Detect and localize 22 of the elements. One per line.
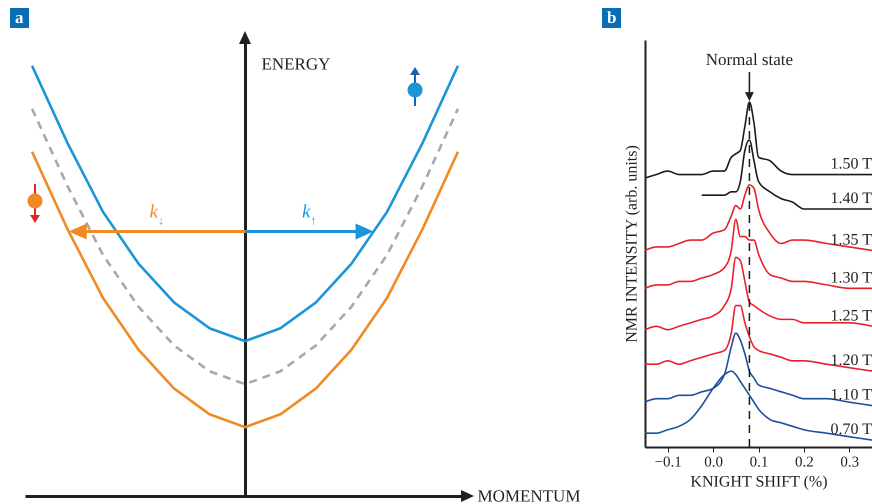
x-tick-label: 0.0 [704,454,723,470]
series-label: 1.50 T [830,156,872,173]
series-label: 1.40 T [830,190,872,208]
x-tick-label: 0.1 [750,454,768,470]
series-label: 1.25 T [830,307,872,324]
series-label: 0.70 T [830,421,872,438]
series-label: 1.10 T [830,386,872,404]
series-label: 1.30 T [830,269,872,286]
annotation: Normal state [706,50,794,70]
x-axis-title: KNIGHT SHIFT (%) [690,474,828,490]
annotation: k$_{↓}$ [150,202,164,228]
x-axis-title: MOMENTUM [478,486,580,504]
x-tick-label: −0.1 [654,454,682,470]
y-axis-title: ENERGY [262,54,330,74]
x-tick-label: 0.2 [795,454,814,470]
annotation: k$_{↑}$ [302,202,317,228]
chart-title: a [10,8,28,28]
series-label: 1.20 T [830,352,872,370]
chart-title: b [602,8,622,28]
x-tick-label: 0.3 [840,454,860,470]
y-axis-title: NMR INTENSITY (arb. units) [624,145,640,343]
series-label: 1.35 T [830,231,872,248]
